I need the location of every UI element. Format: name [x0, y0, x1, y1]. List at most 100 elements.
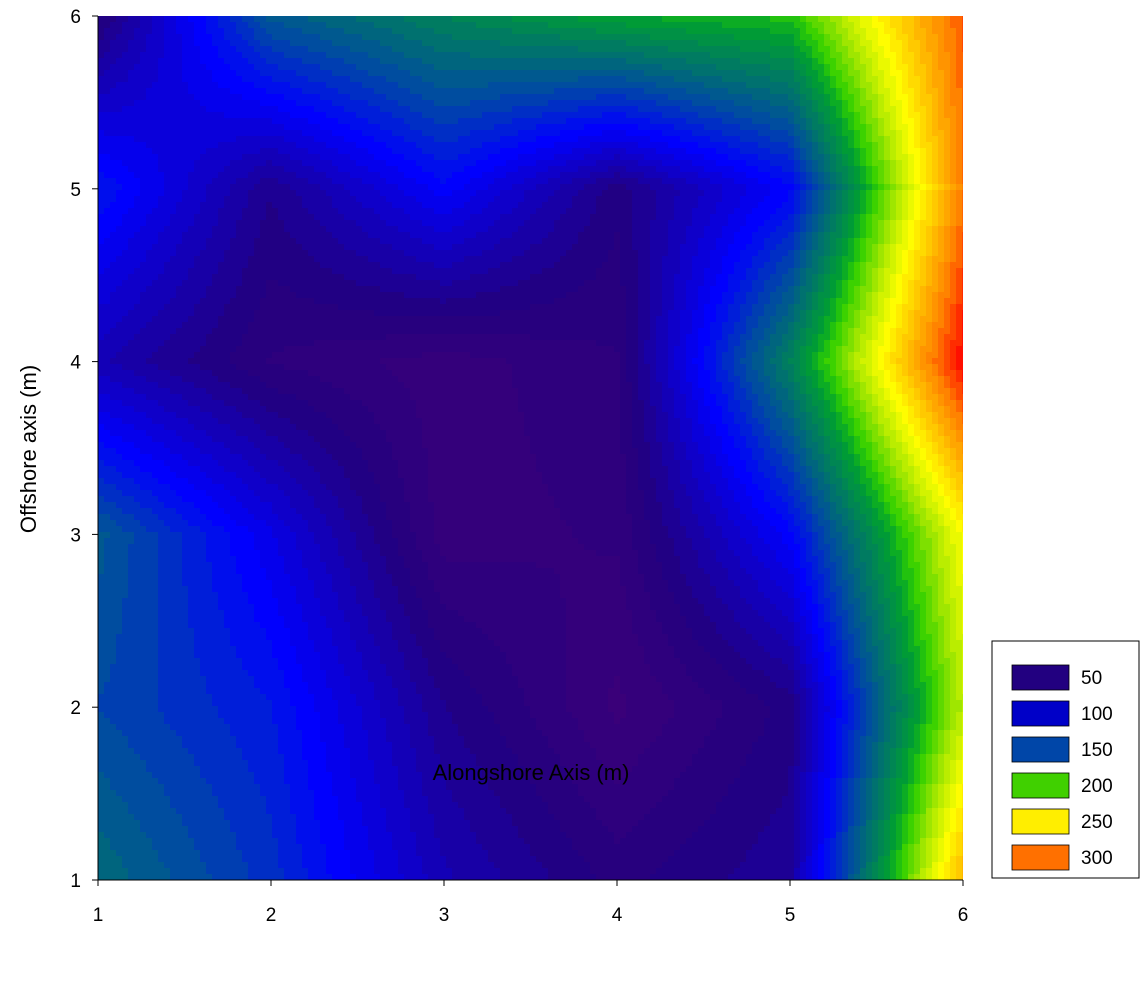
contour-cell — [818, 160, 825, 167]
contour-cell — [740, 28, 747, 35]
contour-cell — [470, 112, 477, 119]
contour-cell — [494, 196, 501, 203]
contour-cell — [716, 40, 723, 47]
contour-cell — [650, 64, 657, 71]
contour-cell — [734, 82, 741, 89]
contour-cell — [500, 46, 507, 53]
contour-cell — [266, 220, 273, 227]
contour-cell — [338, 142, 345, 149]
contour-cell — [314, 184, 321, 191]
contour-cell — [380, 70, 387, 77]
contour-cell — [398, 190, 405, 197]
contour-cell — [638, 214, 645, 221]
contour-cell — [626, 124, 633, 131]
contour-cell — [230, 160, 237, 167]
contour-cell — [104, 136, 111, 143]
contour-cell — [794, 118, 801, 125]
contour-cell — [608, 16, 615, 23]
contour-cell — [302, 184, 309, 191]
contour-cell — [614, 202, 621, 209]
contour-cell — [722, 142, 729, 149]
contour-cell — [608, 70, 615, 77]
contour-cell — [110, 136, 117, 143]
contour-cell — [362, 76, 369, 83]
contour-cell — [662, 88, 669, 95]
contour-cell — [266, 178, 273, 185]
contour-cell — [98, 64, 105, 71]
contour-cell — [560, 154, 567, 161]
contour-cell — [908, 190, 915, 197]
contour-cell — [284, 106, 291, 113]
contour-cell — [482, 46, 489, 53]
contour-cell — [854, 154, 861, 161]
contour-cell — [668, 106, 675, 113]
contour-cell — [308, 52, 315, 59]
contour-cell — [626, 76, 633, 83]
contour-cell — [620, 16, 627, 23]
contour-cell — [272, 46, 279, 53]
contour-cell — [788, 154, 795, 161]
contour-cell — [896, 136, 903, 143]
contour-cell — [842, 190, 849, 197]
contour-cell — [164, 130, 171, 137]
contour-cell — [116, 184, 123, 191]
contour-cell — [656, 46, 663, 53]
contour-cell — [236, 178, 243, 185]
contour-cell — [188, 196, 195, 203]
contour-cell — [452, 100, 459, 107]
contour-cell — [674, 124, 681, 131]
contour-cell — [254, 28, 261, 35]
contour-cell — [890, 208, 897, 215]
contour-cell — [230, 190, 237, 197]
contour-cell — [308, 124, 315, 131]
contour-cell — [704, 202, 711, 209]
contour-cell — [566, 202, 573, 209]
contour-cell — [278, 16, 285, 23]
contour-cell — [224, 148, 231, 155]
contour-cell — [116, 76, 123, 83]
contour-cell — [194, 52, 201, 59]
contour-cell — [914, 118, 921, 125]
contour-cell — [464, 94, 471, 101]
contour-cell — [254, 94, 261, 101]
contour-cell — [812, 94, 819, 101]
contour-cell — [590, 166, 597, 173]
contour-cell — [656, 82, 663, 89]
contour-cell — [248, 46, 255, 53]
contour-cell — [578, 40, 585, 47]
contour-cell — [668, 148, 675, 155]
contour-cell — [176, 184, 183, 191]
contour-cell — [614, 100, 621, 107]
contour-cell — [98, 160, 105, 167]
contour-cell — [350, 124, 357, 131]
contour-cell — [434, 202, 441, 209]
contour-cell — [878, 52, 885, 59]
contour-cell — [158, 202, 165, 209]
contour-cell — [272, 40, 279, 47]
contour-cell — [170, 16, 177, 23]
contour-cell — [440, 124, 447, 131]
contour-cell — [218, 130, 225, 137]
contour-cell — [668, 190, 675, 197]
contour-cell — [200, 136, 207, 143]
contour-cell — [764, 208, 771, 215]
contour-cell — [596, 124, 603, 131]
contour-cell — [146, 70, 153, 77]
contour-cell — [854, 82, 861, 89]
contour-cell — [752, 40, 759, 47]
contour-cell — [614, 208, 621, 215]
contour-cell — [458, 52, 465, 59]
contour-cell — [626, 94, 633, 101]
contour-cell — [290, 64, 297, 71]
contour-cell — [764, 58, 771, 65]
contour-cell — [842, 70, 849, 77]
contour-cell — [572, 112, 579, 119]
contour-cell — [764, 82, 771, 89]
contour-cell — [572, 58, 579, 65]
contour-cell — [284, 112, 291, 119]
contour-cell — [392, 196, 399, 203]
contour-cell — [470, 76, 477, 83]
contour-cell — [476, 202, 483, 209]
contour-cell — [572, 64, 579, 71]
contour-cell — [626, 40, 633, 47]
